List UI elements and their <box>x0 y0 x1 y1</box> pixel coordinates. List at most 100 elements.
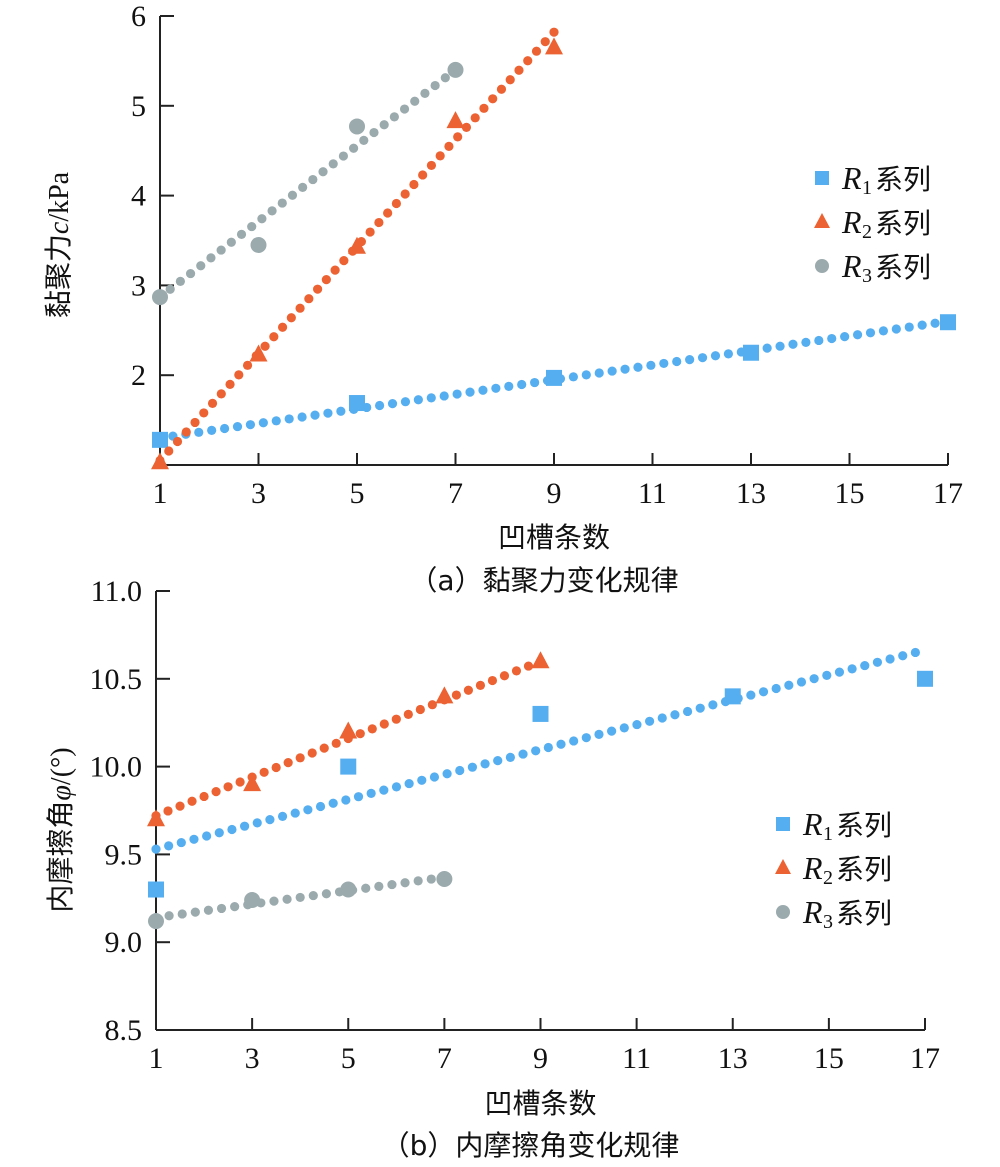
trendline-dot <box>374 881 384 892</box>
trendline-dot <box>321 275 331 285</box>
trendline-dot <box>762 343 772 353</box>
y-tick-label: 11.0 <box>91 575 142 608</box>
trendline-dot <box>415 704 425 715</box>
trendline-dot <box>319 743 329 753</box>
trendline-dot <box>746 690 756 700</box>
data-point-circle <box>250 236 267 253</box>
trendline-dot <box>451 690 461 700</box>
trendline-dot <box>321 889 332 899</box>
trendline-dot <box>269 332 279 342</box>
trendline-dot <box>226 237 236 247</box>
data-point-triangle <box>339 721 358 739</box>
trendline-dot <box>216 389 226 399</box>
y-axis-title-unit: /kPa <box>44 171 75 221</box>
trendline-dot <box>809 674 819 684</box>
trendline-dot <box>852 330 863 340</box>
legend-marker-triangle <box>775 859 791 874</box>
trendline-dot <box>199 791 209 802</box>
trendline-dot <box>417 775 427 785</box>
trendline-dot <box>391 714 401 724</box>
trendline-dot <box>257 214 267 224</box>
trendline-dot <box>400 878 410 888</box>
trendline-dot <box>295 303 305 313</box>
trendline-dot <box>885 654 895 664</box>
data-point-square <box>743 344 759 361</box>
trendline-dot <box>632 719 642 730</box>
series-r1 <box>148 647 933 898</box>
trendline-dot <box>619 723 629 733</box>
trendline-dot <box>349 143 359 153</box>
trendline-dot <box>413 876 423 886</box>
x-axis-title: 凹槽条数 <box>498 521 610 554</box>
data-point-square <box>917 670 933 687</box>
legend-label-variable: R <box>841 248 862 284</box>
trendline-dot <box>295 892 305 903</box>
trendline-dot <box>389 112 399 122</box>
trendline-dot <box>225 379 235 389</box>
trendline-dot <box>230 902 240 912</box>
trendline-dot <box>491 383 501 393</box>
x-tick-label: 9 <box>533 1042 548 1075</box>
trendline-dot <box>607 726 617 736</box>
trendline-dot <box>304 294 314 304</box>
trendline-dot <box>517 379 527 390</box>
legend-marker-circle <box>776 905 790 919</box>
trendline-dot <box>463 685 474 695</box>
trendline-r3 <box>155 65 461 302</box>
y-tick-label: 9.0 <box>105 926 143 959</box>
x-tick-label: 17 <box>910 1042 940 1075</box>
trendline-dot <box>265 815 275 825</box>
legend-label-variable: R <box>841 160 862 196</box>
trendline-dot <box>387 399 398 409</box>
y-tick-label: 10.5 <box>90 663 143 696</box>
trendline-dot <box>175 276 185 287</box>
trendline-dot <box>479 103 489 113</box>
trendline-dot <box>260 341 270 351</box>
trendline-dot <box>771 683 781 694</box>
legend-marker-square <box>815 171 829 185</box>
trendline-dot <box>298 182 308 192</box>
trendline-dot <box>847 664 857 674</box>
trendline-dot <box>271 762 281 773</box>
trendline-dot <box>151 844 161 854</box>
x-tick-label: 7 <box>437 1042 452 1075</box>
data-point-triangle <box>446 111 465 129</box>
data-point-triangle <box>249 344 268 362</box>
trendline-dot <box>308 174 318 185</box>
trendline-dot <box>236 229 247 239</box>
trendline-dot <box>295 753 305 763</box>
data-point-triangle <box>545 37 563 55</box>
trendline-dot <box>211 787 221 797</box>
trendline-dot <box>645 716 655 726</box>
trendline-dot <box>860 660 870 671</box>
trendline-dot <box>435 151 445 161</box>
legend-item-r1: R 1 系列 <box>776 806 892 845</box>
trendline-dot <box>391 198 401 209</box>
trendline-dot <box>379 719 389 729</box>
trendline-dot <box>245 420 256 430</box>
trendline-dot <box>232 421 243 432</box>
trendline-dot <box>177 909 187 919</box>
trendline-dot <box>318 167 328 177</box>
legend-label-text: 系列 <box>836 809 892 842</box>
data-point-triangle <box>151 452 169 470</box>
legend-label-text: 系列 <box>875 251 931 284</box>
trendline-dot <box>315 801 326 812</box>
legend-label-subscript: 1 <box>862 177 872 199</box>
series-r2 <box>147 651 550 827</box>
figure-caption: （b）内摩擦角变化规律 <box>382 1129 680 1162</box>
trendline-dot <box>297 412 307 422</box>
trendline-dot <box>271 416 281 426</box>
trendline-dot <box>418 170 428 180</box>
trendline-dot <box>865 328 876 338</box>
y-tick-label: 2 <box>131 359 146 392</box>
trendline-dot <box>341 795 351 805</box>
trendline-dot <box>163 806 173 816</box>
data-point-square <box>546 369 562 386</box>
trendline-dot <box>814 335 824 346</box>
trendline-dot <box>328 798 338 808</box>
trendline-dot <box>339 256 349 266</box>
trendline-dot <box>286 313 296 323</box>
trendline-dot <box>475 680 486 690</box>
data-point-triangle <box>531 651 550 669</box>
